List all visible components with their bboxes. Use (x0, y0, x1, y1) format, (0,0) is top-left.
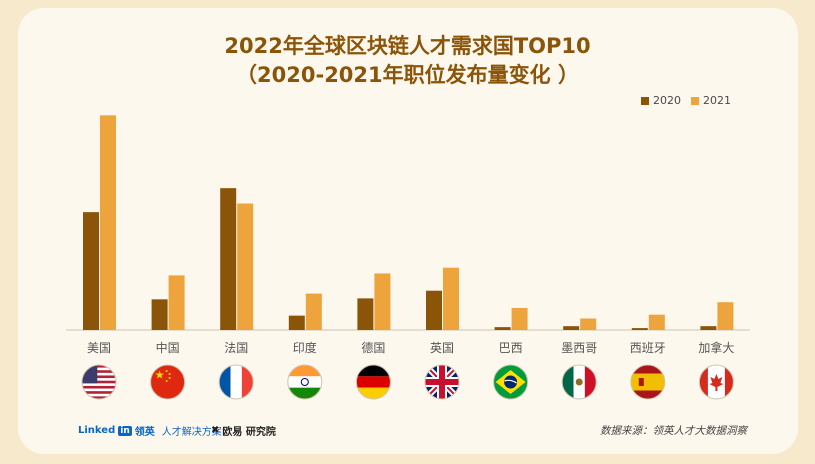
bar-2021-2 (237, 203, 254, 330)
bar-2021-3 (305, 293, 322, 330)
es-flag-icon (630, 365, 665, 399)
chart-title-line2: （2020-2021年职位发布量变化 ） (236, 63, 579, 87)
okx-research-logo: ✖ 欧易 研究院 (211, 425, 276, 438)
bar-2021-7 (580, 318, 597, 330)
bar-2020-2 (220, 188, 237, 330)
ca-flag-icon (699, 365, 734, 399)
in-flag-icon (287, 365, 322, 399)
bar-2020-8 (631, 328, 648, 330)
bar-2020-5 (426, 290, 442, 330)
legend-label-2021: 2021 (703, 94, 731, 107)
flag-border-2 (218, 364, 254, 400)
legend-swatch-2021 (691, 96, 699, 105)
gb-flag-icon (425, 365, 459, 399)
bar-2020-4 (357, 298, 374, 330)
bar-2020-6 (494, 327, 511, 330)
flag-border-4 (355, 364, 391, 400)
bar-2021-8 (648, 314, 665, 330)
bar-2020-0 (83, 212, 99, 330)
bar-2021-9 (717, 302, 734, 330)
x-tick-label-2: 法国 (224, 341, 248, 355)
legend-swatch-2020 (641, 96, 649, 105)
de-flag-icon (356, 365, 391, 399)
mx-flag-icon (562, 365, 597, 399)
bar-2021-5 (443, 267, 459, 330)
chart-card (18, 8, 798, 454)
flag-border-9 (698, 364, 734, 400)
x-tick-label-1: 中国 (156, 340, 180, 355)
bar-2020-9 (700, 326, 717, 330)
okx-icon: ✖ (211, 425, 220, 436)
x-tick-label-0: 美国 (87, 341, 111, 355)
flag-border-1 (150, 364, 186, 400)
fr-flag-icon (219, 365, 254, 399)
bar-2021-6 (511, 307, 528, 330)
x-tick-label-7: 墨西哥 (561, 341, 597, 355)
x-tick-label-3: 印度 (293, 340, 317, 355)
x-tick-label-6: 巴西 (499, 341, 523, 355)
legend-item-2020: 2020 (641, 94, 681, 107)
bar-2021-4 (374, 273, 391, 330)
bar-2021-1 (168, 275, 185, 330)
bar-2021-0 (100, 115, 116, 330)
flag-border-3 (287, 364, 323, 400)
data-source-note: 数据来源：领英人才大数据洞察 (600, 425, 747, 437)
flag-border-6 (493, 364, 529, 400)
br-flag-icon (493, 365, 528, 399)
legend-item-2021: 2021 (691, 94, 731, 107)
legend-label-2020: 2020 (653, 94, 681, 107)
linkedin-logo: Linked in 领英 人才解决方案 (78, 425, 222, 438)
flag-border-8 (630, 364, 666, 400)
x-tick-label-9: 加拿大 (698, 340, 734, 355)
cn-flag-icon (150, 365, 185, 399)
bar-2020-7 (563, 326, 580, 330)
flag-border-7 (561, 364, 597, 400)
flag-border-0 (81, 364, 117, 400)
flag-border-5 (424, 364, 460, 400)
chart-title-line1: 2022年全球区块链人才需求国TOP10 (224, 34, 591, 58)
bar-2020-1 (151, 299, 168, 330)
us-flag-icon (82, 365, 116, 399)
x-tick-label-8: 西班牙 (630, 341, 666, 355)
bar-2020-3 (288, 315, 305, 330)
x-tick-label-5: 英国 (430, 341, 454, 355)
x-tick-label-4: 德国 (361, 340, 385, 355)
